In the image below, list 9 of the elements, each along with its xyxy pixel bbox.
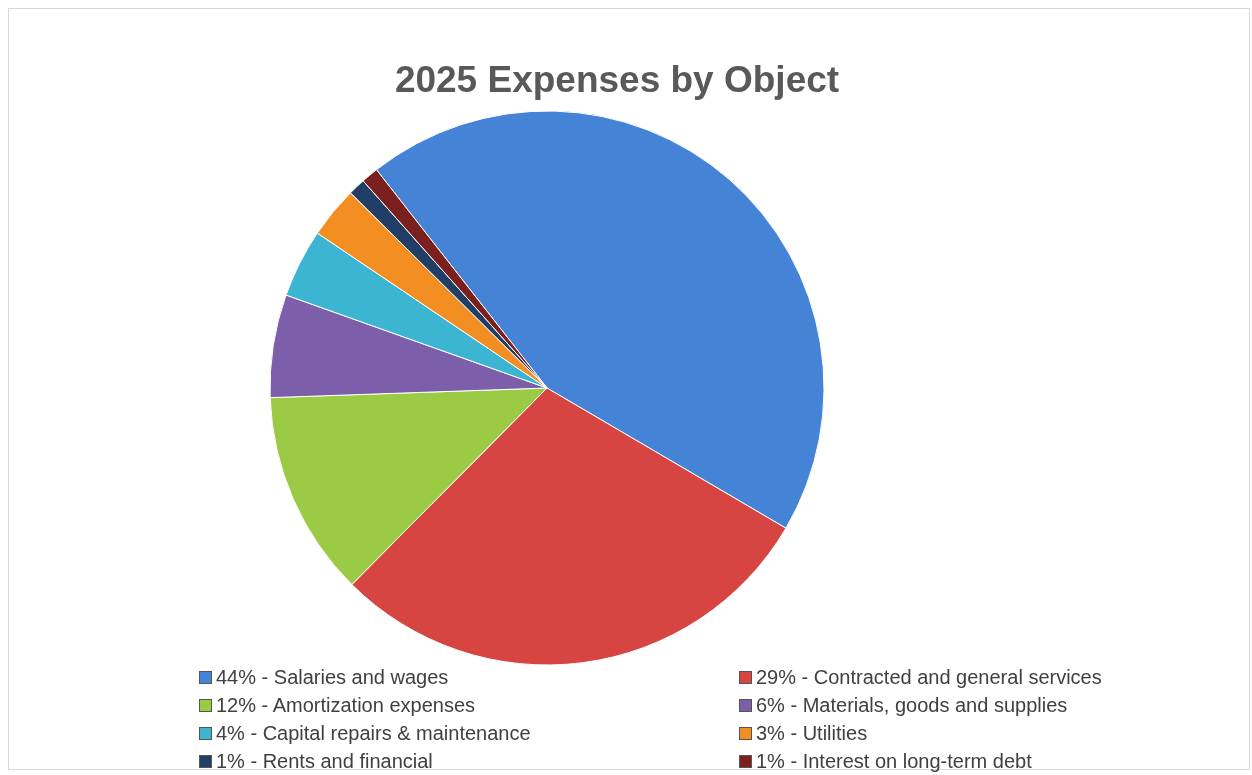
legend-label: 1% - Interest on long-term debt [756, 749, 1032, 773]
legend-label: 3% - Utilities [756, 721, 868, 745]
legend-label: 12% - Amortization expenses [216, 693, 476, 717]
chart-title: 2025 Expenses by Object [393, 59, 841, 101]
legend-label: 4% - Capital repairs & maintenance [216, 721, 531, 745]
legend-label: 1% - Rents and financial [216, 749, 433, 773]
legend-label: 29% - Contracted and general services [756, 665, 1102, 689]
legend-label: 44% - Salaries and wages [216, 665, 449, 689]
legend-label: 6% - Materials, goods and supplies [756, 693, 1068, 717]
